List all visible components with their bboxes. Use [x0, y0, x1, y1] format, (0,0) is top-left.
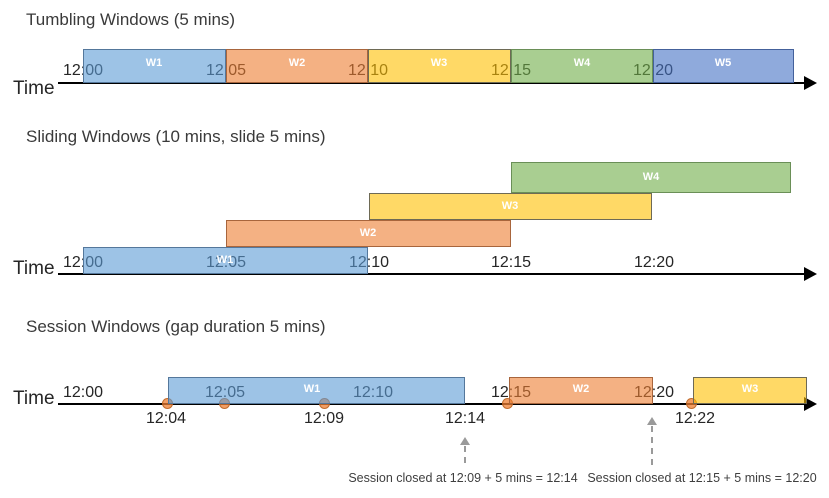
sliding-tick-1215: 12:15: [490, 254, 532, 271]
session-window-w3-block: [693, 377, 807, 404]
sliding-section-title: Sliding Windows (10 mins, slide 5 mins): [26, 127, 326, 146]
sliding-window-w3-label: W3: [501, 200, 519, 212]
annotation-arrow-line-1: [464, 446, 466, 463]
event-time-label-1222: 12:22: [674, 410, 716, 427]
event-time-label-1209: 12:09: [303, 410, 345, 427]
session-window-w1-block: [168, 377, 465, 404]
sliding-window-w4-label: W4: [642, 171, 660, 183]
session-window-w1-label: W1: [303, 383, 321, 395]
tumbling-window-w4-label: W4: [573, 57, 591, 69]
window-close-label-1214: 12:14: [444, 410, 486, 427]
annotation-arrow-icon-1: [460, 437, 470, 445]
sliding-tick-1220: 12:20: [633, 254, 675, 271]
session-window-w3-label: W3: [741, 383, 759, 395]
sliding-window-w2-block: [226, 220, 511, 247]
tumbling-window-w5-block: [653, 49, 794, 83]
sliding-time-axis-label: Time: [13, 258, 55, 279]
sliding-window-w1-label: W1: [216, 254, 234, 266]
annotation-arrow-line-2: [651, 426, 653, 465]
session-window-w2-label: W2: [572, 383, 590, 395]
tumbling-window-w5-label: W5: [714, 57, 732, 69]
tumbling-time-axis-line: [58, 82, 806, 84]
session-close-annotation-2: Session closed at 12:15 + 5 mins = 12:20: [587, 471, 817, 485]
session-time-axis-line: [58, 403, 806, 405]
sliding-time-axis-line: [58, 273, 806, 275]
session-section-title: Session Windows (gap duration 5 mins): [26, 317, 326, 336]
tumbling-axis-arrow-icon: [804, 76, 817, 90]
session-time-axis-label: Time: [13, 388, 55, 409]
tumbling-window-w4-block: [511, 49, 653, 83]
tumbling-window-w2-label: W2: [288, 57, 306, 69]
session-window-w2-block: [509, 377, 653, 404]
tumbling-window-w1-label: W1: [145, 57, 163, 69]
session-axis-arrow-icon: [804, 397, 817, 411]
tumbling-time-axis-label: Time: [13, 78, 55, 99]
tumbling-section-title: Tumbling Windows (5 mins): [26, 10, 236, 29]
sliding-window-w1-block: [83, 247, 368, 274]
session-tick-1200: 12:00: [62, 384, 104, 401]
sliding-window-w3-block: [369, 193, 652, 220]
tumbling-window-w3-label: W3: [430, 57, 448, 69]
tumbling-window-w1-block: [83, 49, 226, 83]
annotation-arrow-icon-2: [647, 417, 657, 425]
tumbling-window-w3-block: [368, 49, 511, 83]
sliding-window-w2-label: W2: [359, 227, 377, 239]
tumbling-window-w2-block: [226, 49, 368, 83]
sliding-window-w4-block: [511, 162, 791, 193]
sliding-axis-arrow-icon: [804, 267, 817, 281]
event-time-label-1204: 12:04: [145, 410, 187, 427]
session-close-annotation-1: Session closed at 12:09 + 5 mins = 12:14: [348, 471, 578, 485]
